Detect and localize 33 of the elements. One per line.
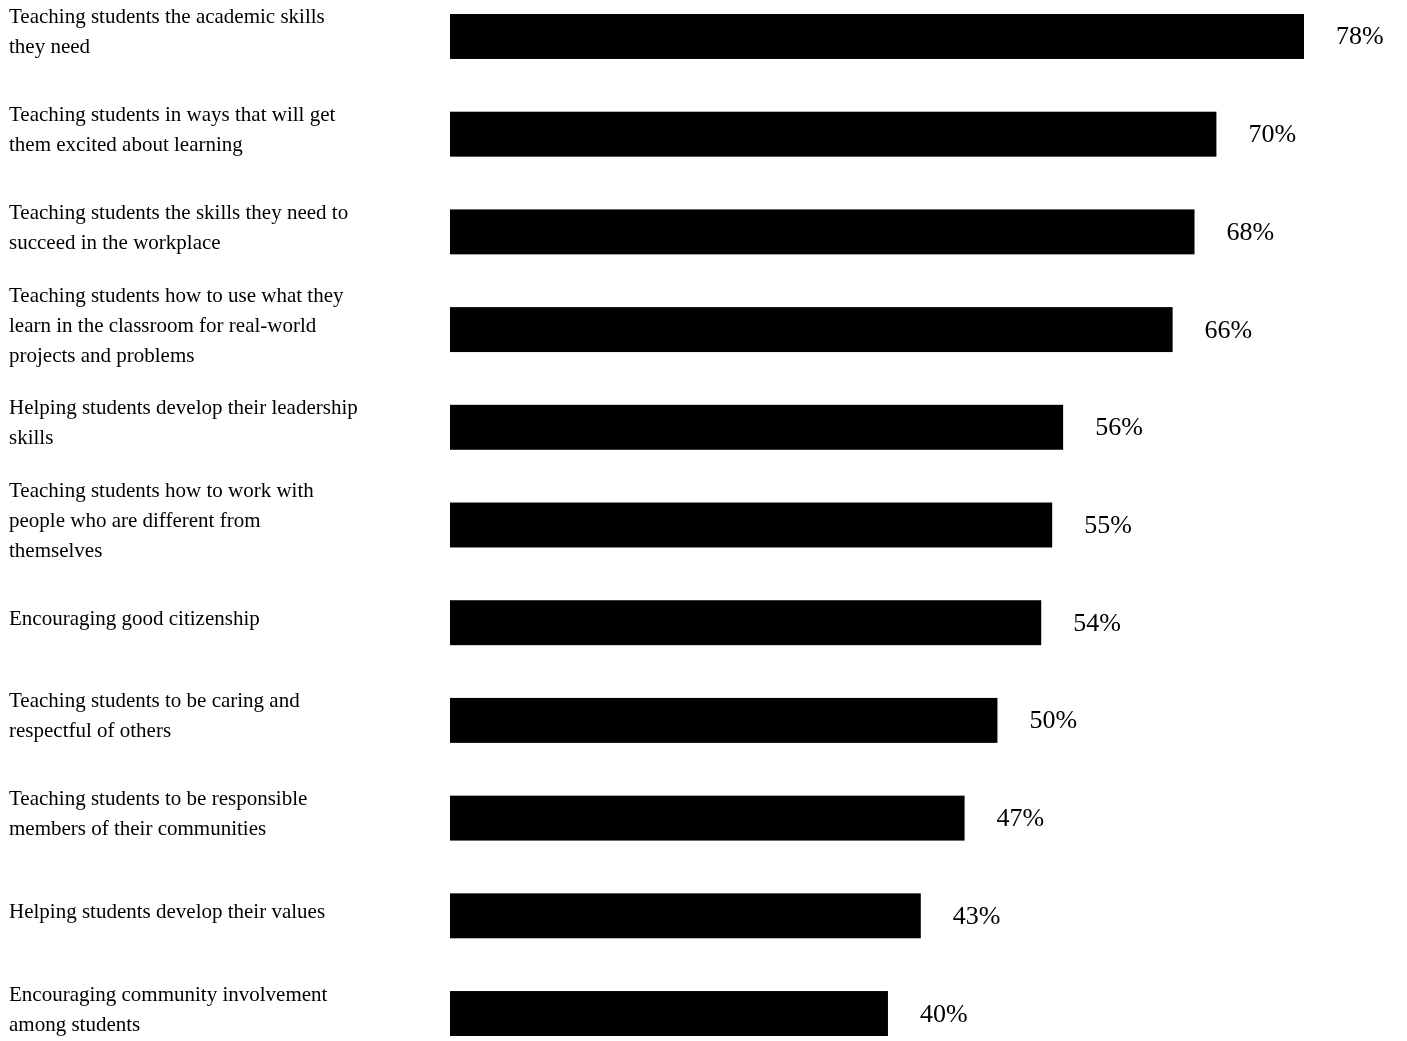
data-label: 47% (996, 803, 1045, 833)
y-tick-label: Teaching students how to use what they learn in the classroom for real-world projects and problems (9, 282, 344, 367)
bar (450, 600, 1042, 646)
bar (450, 111, 1217, 157)
y-tick-label: Teaching students in ways that will get them excited about learning (9, 102, 336, 157)
bar (450, 502, 1053, 548)
bar (450, 404, 1064, 450)
data-label: 43% (952, 900, 1001, 930)
y-tick-label: Encouraging good citizenship (9, 605, 260, 630)
data-label: 54% (1073, 607, 1121, 637)
y-tick-label: Teaching students the skills they need to succeed in the workplace (9, 199, 349, 254)
bar (450, 893, 921, 939)
bar (450, 209, 1195, 255)
y-tick-label: Teaching students how to work with people who are different from themselves (9, 478, 315, 562)
bar (450, 795, 965, 841)
y-tick-label: Helping students develop their leadership skills (9, 395, 358, 450)
bar (450, 307, 1173, 353)
bar (450, 991, 888, 1036)
data-label: 66% (1204, 314, 1253, 344)
bar (450, 14, 1304, 59)
data-label: 68% (1226, 216, 1275, 246)
data-label: 40% (919, 998, 968, 1028)
data-label: 50% (1029, 705, 1078, 735)
data-label: 55% (1084, 510, 1132, 539)
bar (450, 697, 998, 743)
y-tick-label: Helping students develop their values (9, 898, 326, 923)
y-tick-label: Teaching students to be responsible members of their communities (9, 786, 308, 841)
data-label: 56% (1095, 412, 1143, 442)
data-label: 78% (1336, 21, 1384, 51)
y-tick-label: Teaching students the academic skills they need (9, 4, 325, 59)
data-label: 70% (1248, 119, 1297, 149)
y-tick-label: Teaching students to be caring and respectful of others (9, 688, 301, 743)
y-tick-label: Encouraging community involvement among students (9, 981, 328, 1036)
